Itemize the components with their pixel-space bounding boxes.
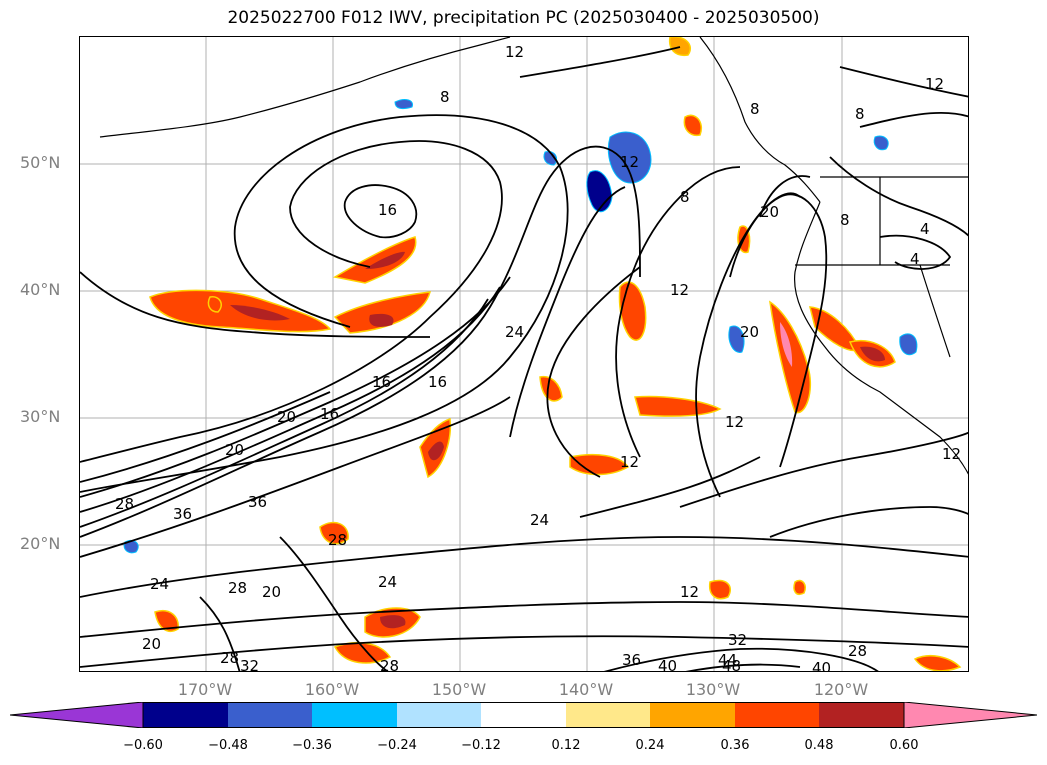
colorbar-segment [228,702,312,728]
contour-label: 16 [320,405,339,423]
contour-label: 40 [812,659,831,672]
colorbar-tick-label: 0.36 [720,738,750,753]
colorbar-tick-label: −0.24 [377,738,417,753]
colorbar-over-arrow [903,702,1037,728]
colorbar-tick-label: 0.48 [804,738,834,753]
colorbar-segment [481,702,566,728]
contour-label: 12 [620,153,639,171]
contour-label: 28 [380,657,399,672]
contour-label: 8 [440,88,450,106]
contour-label: 48 [722,657,741,672]
iwv-contours [80,46,968,671]
coastlines [99,37,968,475]
contour-label: 28 [220,649,239,667]
lon-label-140w: 140°W [558,680,614,699]
contour-label: 12 [670,281,689,299]
colorbar-tick-label: 0.24 [635,738,665,753]
contour-label: 16 [378,201,397,219]
colorbar-tick-label: −0.36 [292,738,332,753]
contour-label: 28 [228,579,247,597]
contour-label: 8 [855,105,865,123]
colorbar-outline [142,702,905,728]
lon-label-170w: 170°W [177,680,233,699]
colorbar-tick-label: −0.48 [208,738,248,753]
precip-positive [149,37,962,671]
contour-label: 44 [718,651,737,669]
contour-label: 12 [725,413,744,431]
contour-label: 20 [142,635,161,653]
contour-label: 12 [505,43,524,61]
contour-label: 12 [942,445,961,463]
contour-label: 20 [740,323,759,341]
colorbar-segment [397,702,481,728]
map-canvas: 12 8 12 8 8 8 16 12 8 20 4 4 12 20 24 16… [80,37,968,672]
contour-label: 20 [277,408,296,426]
colorbar-tick-label: 0.12 [551,738,581,753]
lat-label-40n: 40°N [20,280,61,299]
contour-label: 20 [760,203,779,221]
contour-label: 32 [728,631,747,649]
contour-label: 36 [173,505,192,523]
contour-label: 28 [848,642,867,660]
contour-label: 8 [840,211,850,229]
lon-label-150w: 150°W [431,680,487,699]
colorbar-tick-label: −0.12 [461,738,501,753]
lat-label-50n: 50°N [20,153,61,172]
contour-label: 12 [620,453,639,471]
contour-label: 12 [925,75,944,93]
contour-label: 16 [372,373,391,391]
lon-label-130w: 130°W [685,680,741,699]
contour-label: 36 [622,651,641,669]
contour-label: 24 [505,323,524,341]
contour-label: 36 [248,493,267,511]
contour-label: 4 [920,220,930,238]
colorbar-tick-label: 0.60 [889,738,919,753]
colorbar-segment [819,702,904,728]
map-title: 2025022700 F012 IWV, precipitation PC (2… [227,8,820,28]
contour-label: 8 [750,100,760,118]
contour-label: 4 [910,250,920,268]
colorbar-segment [735,702,819,728]
colorbar-segment [566,702,650,728]
contour-label: 12 [680,583,699,601]
colorbar [10,702,1037,728]
colorbar-segment [143,702,228,728]
contour-label: 20 [262,583,281,601]
contour-label: 20 [225,441,244,459]
lon-label-160w: 160°W [304,680,360,699]
contour-labels: 12 8 12 8 8 8 16 12 8 20 4 4 12 20 24 16… [115,43,961,672]
contour-label: 40 [658,657,677,672]
graticule [80,37,968,671]
colorbar-segment [312,702,397,728]
contour-label: 28 [328,531,347,549]
contour-label: 24 [530,511,549,529]
lat-label-20n: 20°N [20,534,61,553]
map-panel: 12 8 12 8 8 8 16 12 8 20 4 4 12 20 24 16… [79,36,969,672]
lat-label-30n: 30°N [20,407,61,426]
colorbar-under-arrow [10,702,144,728]
contour-label: 28 [115,495,134,513]
contour-label: 32 [240,657,259,672]
contour-label: 24 [150,575,169,593]
contour-label: 16 [428,373,447,391]
precip-negative [123,99,918,554]
colorbar-tick-label: −0.60 [123,738,163,753]
contour-label: 8 [680,188,690,206]
lon-label-120w: 120°W [813,680,869,699]
colorbar-segment [650,702,735,728]
contour-label: 24 [378,573,397,591]
